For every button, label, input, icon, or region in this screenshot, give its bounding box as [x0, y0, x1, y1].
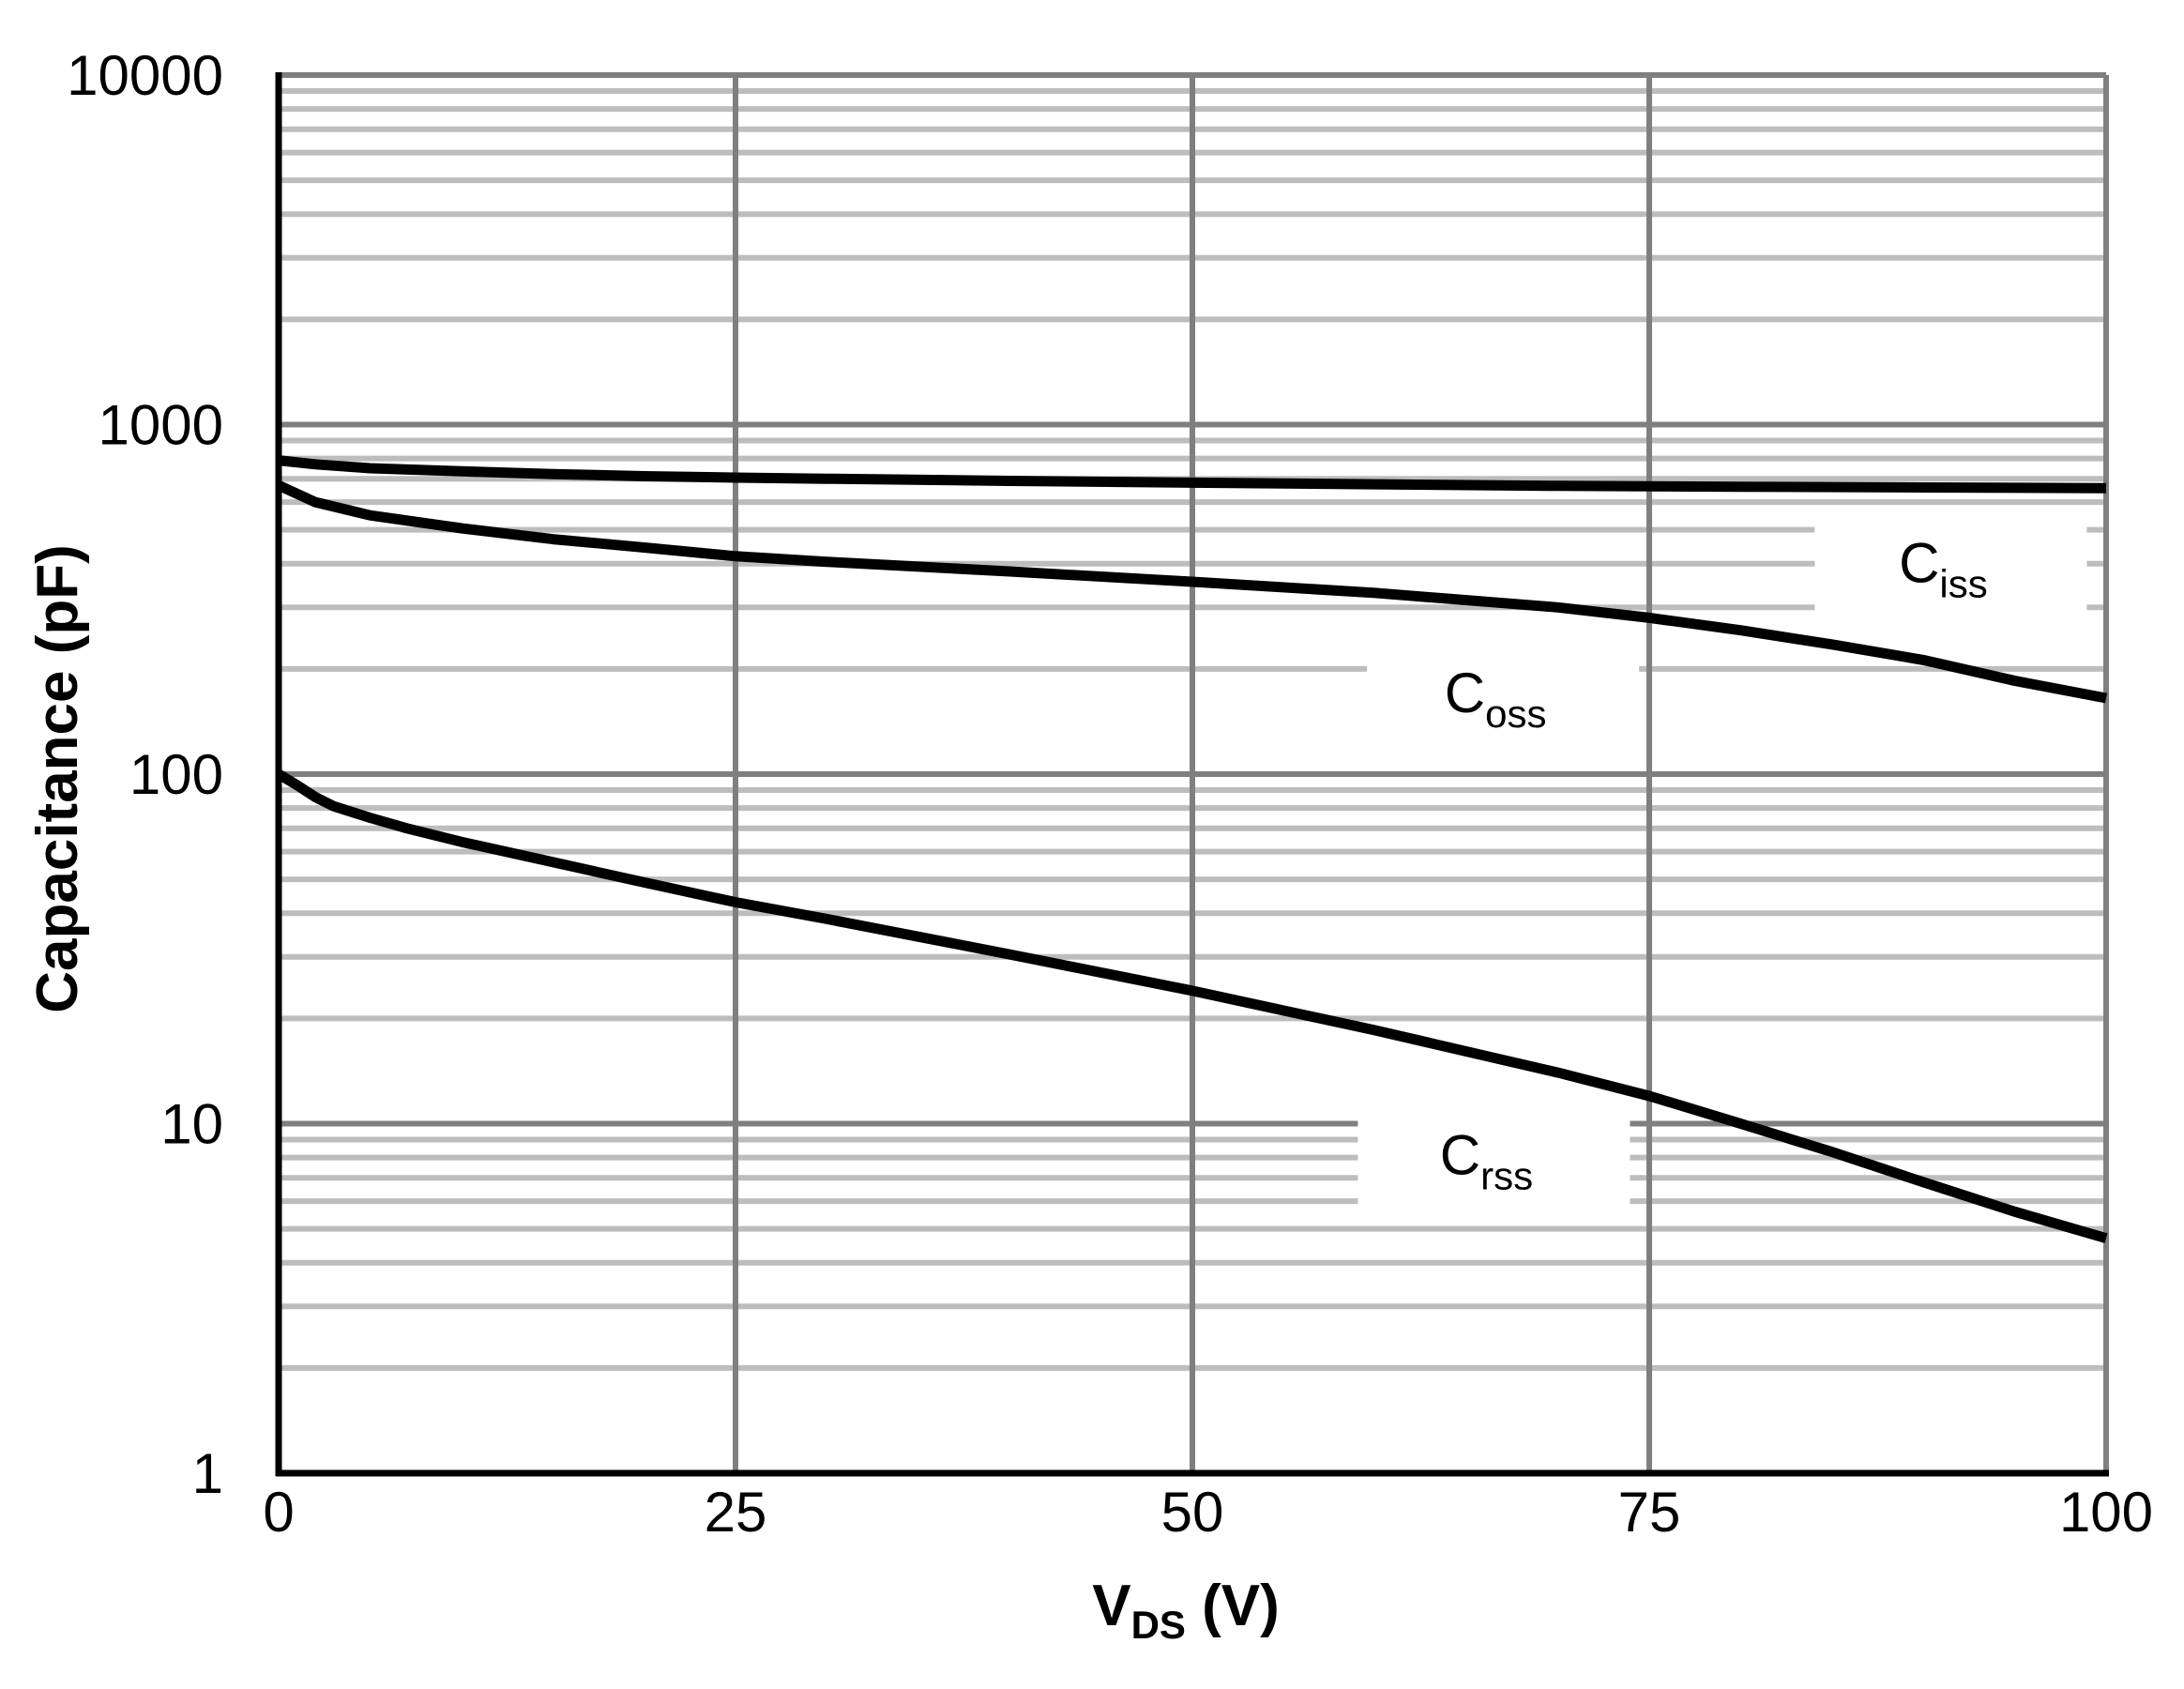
x-tick-label: 0 — [263, 1481, 294, 1544]
series-label-subscript: iss — [1939, 562, 1987, 606]
x-axis-title-main: V — [1092, 1574, 1130, 1638]
series-line-coss — [276, 480, 2108, 704]
x-axis-title-suffix: (V) — [1186, 1574, 1280, 1638]
x-tick-labels: 0 25 50 75 100 — [263, 1481, 2153, 1544]
y-tick-label: 1 — [192, 1442, 223, 1505]
data-series — [276, 455, 2108, 1243]
series-label-bg-ciss — [1814, 510, 2087, 616]
series-label-backgrounds — [1357, 510, 2087, 1209]
x-tick-label: 25 — [705, 1481, 767, 1544]
y-axis-title: Capacitance (pF) — [25, 544, 90, 1013]
x-tick-label: 100 — [2059, 1481, 2153, 1544]
y-tick-label: 10000 — [67, 44, 223, 107]
x-axis-title-subscript: DS — [1131, 1603, 1186, 1647]
series-label-subscript: oss — [1485, 692, 1546, 736]
x-tick-label: 50 — [1161, 1481, 1224, 1544]
series-label-coss: Coss — [1445, 662, 1547, 736]
series-label-crss: Crss — [1440, 1124, 1533, 1198]
y-tick-label: 100 — [129, 743, 223, 806]
x-axis-title: VDS (V) — [1092, 1574, 1280, 1647]
series-label-main: C — [1445, 662, 1485, 724]
y-tick-label: 1000 — [99, 394, 223, 457]
y-tick-label: 10 — [160, 1093, 223, 1156]
series-label-bg-coss — [1367, 641, 1640, 747]
y-tick-labels: 1 10 100 1000 10000 — [67, 44, 223, 1505]
series-label-ciss: Ciss — [1899, 532, 1988, 606]
series-label-bg-crss — [1357, 1103, 1630, 1209]
series-line-ciss — [278, 455, 2107, 494]
series-label-main: C — [1899, 532, 1939, 595]
series-label-main: C — [1440, 1124, 1480, 1187]
x-tick-label: 75 — [1618, 1481, 1681, 1544]
series-line-crss — [276, 769, 2108, 1243]
series-label-subscript: rss — [1480, 1154, 1533, 1198]
axes — [275, 72, 2109, 1477]
